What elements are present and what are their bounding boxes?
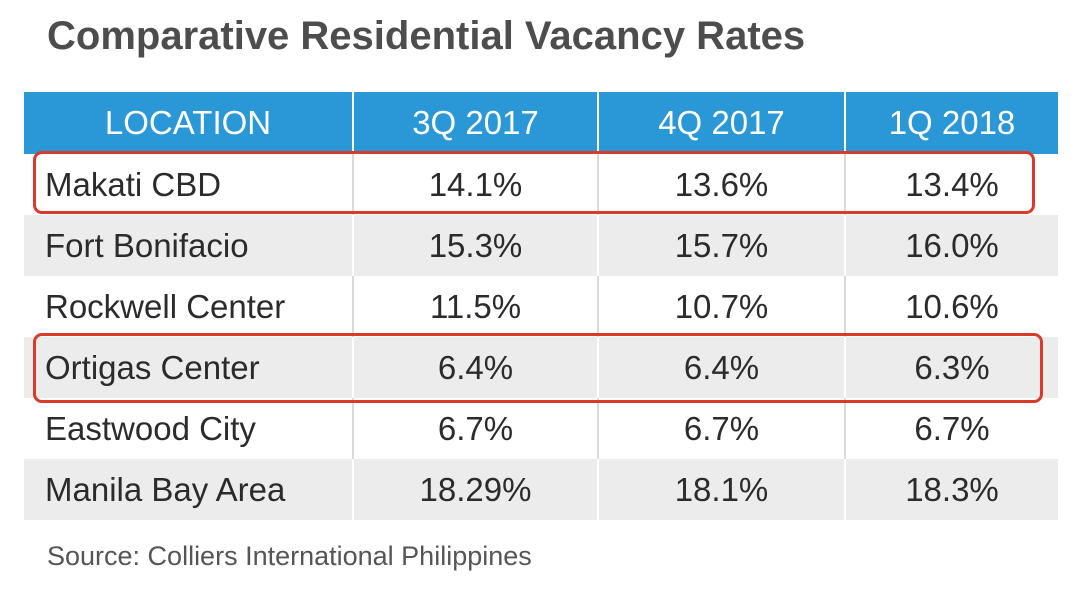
table-row: Rockwell Center 11.5% 10.7% 10.6% xyxy=(24,276,1058,337)
vacancy-table: LOCATION 3Q 2017 4Q 2017 1Q 2018 Makati … xyxy=(24,92,1058,520)
value-cell: 6.7% xyxy=(352,398,598,459)
table-row: Fort Bonifacio 15.3% 15.7% 16.0% xyxy=(24,215,1058,276)
column-header-location: LOCATION xyxy=(24,92,353,154)
highlight-box-ortigas xyxy=(33,333,1043,403)
table-row: Ortigas Center 6.4% 6.4% 6.3% xyxy=(24,337,1058,398)
location-cell: Manila Bay Area xyxy=(24,459,353,520)
value-cell: 6.4% xyxy=(352,337,598,398)
page-title: Comparative Residential Vacancy Rates xyxy=(47,14,806,58)
column-header-4q-2017: 4Q 2017 xyxy=(597,92,845,154)
column-header-3q-2017: 3Q 2017 xyxy=(352,92,598,154)
value-cell: 18.29% xyxy=(352,459,598,520)
highlight-box-makati xyxy=(33,151,1035,214)
table-row: Eastwood City 6.7% 6.7% 6.7% xyxy=(24,398,1058,459)
value-cell: 6.3% xyxy=(844,337,1058,398)
value-cell: 18.1% xyxy=(597,459,845,520)
value-cell: 10.6% xyxy=(844,276,1058,337)
value-cell: 18.3% xyxy=(844,459,1058,520)
location-cell: Rockwell Center xyxy=(24,276,353,337)
column-header-1q-2018: 1Q 2018 xyxy=(844,92,1058,154)
value-cell: 6.7% xyxy=(844,398,1058,459)
value-cell: 11.5% xyxy=(352,276,598,337)
value-cell: 13.4% xyxy=(844,154,1058,215)
value-cell: 15.3% xyxy=(352,215,598,276)
source-note: Source: Colliers International Philippin… xyxy=(47,541,532,571)
value-cell: 13.6% xyxy=(597,154,845,215)
value-cell: 6.4% xyxy=(597,337,845,398)
location-cell: Makati CBD xyxy=(24,154,353,215)
value-cell: 14.1% xyxy=(352,154,598,215)
location-cell: Fort Bonifacio xyxy=(24,215,353,276)
table-row: Makati CBD 14.1% 13.6% 13.4% xyxy=(24,154,1058,215)
location-cell: Eastwood City xyxy=(24,398,353,459)
table-row: Manila Bay Area 18.29% 18.1% 18.3% xyxy=(24,459,1058,520)
location-cell: Ortigas Center xyxy=(24,337,353,398)
value-cell: 6.7% xyxy=(597,398,845,459)
value-cell: 15.7% xyxy=(597,215,845,276)
value-cell: 10.7% xyxy=(597,276,845,337)
table-header-row: LOCATION 3Q 2017 4Q 2017 1Q 2018 xyxy=(24,92,1058,154)
value-cell: 16.0% xyxy=(844,215,1058,276)
